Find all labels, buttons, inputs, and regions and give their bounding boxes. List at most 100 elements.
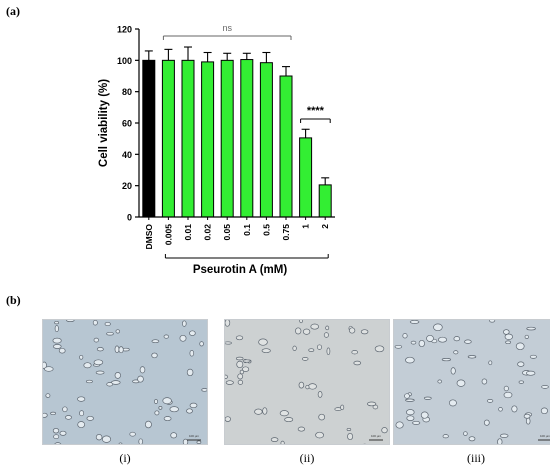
bar xyxy=(279,75,293,218)
cell xyxy=(340,404,345,411)
y-tick-label: 20 xyxy=(122,181,132,191)
cell xyxy=(53,344,62,349)
cell xyxy=(318,413,326,421)
cell xyxy=(242,366,250,372)
cell xyxy=(118,442,123,444)
cell xyxy=(426,334,434,342)
cell xyxy=(129,431,136,437)
micrograph-ii: 100 µm xyxy=(224,319,390,445)
cell xyxy=(154,399,158,404)
cell xyxy=(489,320,496,323)
cell xyxy=(77,421,86,429)
cell xyxy=(402,333,408,339)
cell xyxy=(279,410,289,417)
cell xyxy=(235,335,244,341)
cell xyxy=(144,420,152,429)
cell xyxy=(453,350,459,355)
cell xyxy=(86,415,94,421)
bar-chart: 0 20 40 60 80 100 120 DMSO 0.005 0.01 0.02 0.05 0.1… xyxy=(98,23,335,276)
scale-bar-label: 100 µm xyxy=(540,434,550,438)
cell xyxy=(515,342,525,351)
cell xyxy=(254,408,263,415)
micrograph-i: 100 µm xyxy=(42,319,208,445)
caption-ii: (ii) xyxy=(299,451,315,465)
cell xyxy=(44,366,54,372)
cell xyxy=(374,345,385,353)
cell xyxy=(284,417,294,423)
cell xyxy=(162,397,172,405)
cell xyxy=(114,372,121,379)
cell xyxy=(189,330,196,336)
cell xyxy=(66,320,75,322)
y-tick-label: 0 xyxy=(127,213,132,223)
cell xyxy=(45,393,51,398)
cell xyxy=(95,434,103,441)
cell xyxy=(65,415,72,420)
bar xyxy=(142,59,156,218)
cell xyxy=(239,369,245,375)
cell xyxy=(326,347,331,356)
cell xyxy=(101,435,112,443)
cell xyxy=(394,344,403,349)
cell xyxy=(163,334,169,339)
cell xyxy=(463,431,468,436)
micrograph-background xyxy=(225,320,389,444)
cell xyxy=(503,385,509,392)
cell xyxy=(353,360,362,366)
cell xyxy=(236,360,244,369)
cell xyxy=(138,438,143,444)
cell xyxy=(151,352,158,359)
cell xyxy=(524,334,529,339)
cell xyxy=(158,406,163,410)
cell xyxy=(409,320,420,324)
cell xyxy=(50,411,56,416)
cell xyxy=(406,409,415,416)
cell xyxy=(346,427,352,432)
micrograph-ii-image: 100 µm xyxy=(225,320,389,444)
y-tick-label: 100 xyxy=(117,56,132,66)
cell xyxy=(262,407,268,415)
cell xyxy=(442,434,449,439)
cell xyxy=(297,426,306,432)
y-tick-label: 80 xyxy=(122,87,132,97)
cell xyxy=(305,384,310,390)
x-axis-label: Pseurotin A (mM) xyxy=(193,264,288,276)
cell xyxy=(525,417,531,425)
cell xyxy=(437,379,442,384)
caption-i: (i) xyxy=(119,451,131,465)
scale-bar-label: 100 µm xyxy=(189,434,200,438)
x-tick-label: 0.02 xyxy=(203,224,213,241)
micrograph-i-image: 100 µm xyxy=(43,320,207,444)
panel-b-label: (b) xyxy=(6,293,21,307)
cell xyxy=(96,347,104,352)
cell xyxy=(77,396,86,402)
cell xyxy=(360,329,369,335)
cell xyxy=(114,345,120,354)
cell xyxy=(481,378,488,385)
cell xyxy=(526,370,536,376)
cell xyxy=(225,380,234,385)
cell xyxy=(453,336,461,342)
cell xyxy=(412,420,421,425)
cell xyxy=(529,354,537,359)
cell xyxy=(308,348,315,352)
cell xyxy=(182,438,189,444)
x-tick-label: 0.01 xyxy=(183,224,193,241)
bar xyxy=(240,59,254,218)
cell xyxy=(242,359,251,363)
cell xyxy=(179,334,187,342)
cell xyxy=(523,413,531,419)
x-tick-label: 0.75 xyxy=(281,224,291,241)
cell xyxy=(154,410,160,416)
cell xyxy=(163,416,172,422)
cell xyxy=(186,408,193,414)
cell xyxy=(59,430,67,436)
cell xyxy=(270,437,279,442)
cell xyxy=(280,440,285,444)
cell xyxy=(95,370,105,375)
y-tick-label: 60 xyxy=(122,119,132,129)
micrograph-iii-image: 100 µm xyxy=(394,320,550,444)
cell xyxy=(405,356,415,364)
bar xyxy=(259,62,273,218)
cell xyxy=(505,340,511,345)
